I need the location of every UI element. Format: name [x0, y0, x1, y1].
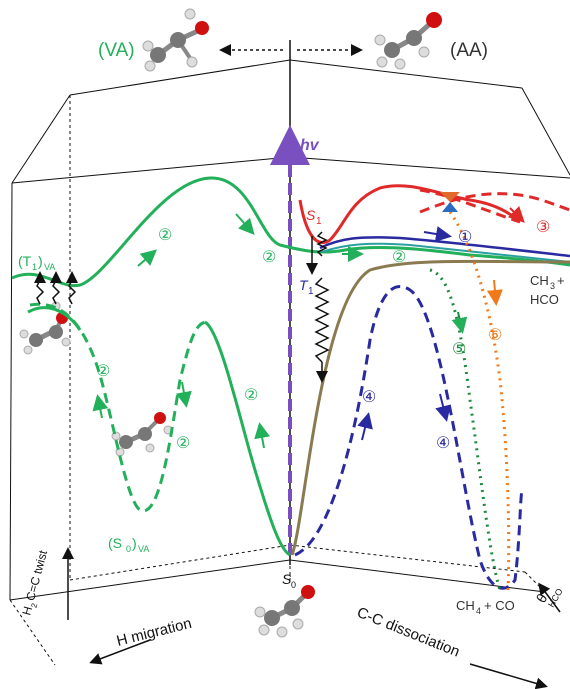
s0-va-sub: 0	[126, 544, 131, 554]
pathway-2-label-e: ②	[176, 435, 190, 452]
h-migration-label: H migration	[115, 615, 194, 650]
cc-dissociation-label: C-C dissociation	[355, 604, 463, 661]
ch4-rest: + CO	[484, 598, 515, 613]
green-dir-arrow-5	[175, 381, 192, 408]
pathway-4-label-b: ④	[436, 435, 450, 452]
blue-dir-arrow-3	[435, 393, 451, 422]
pathway-2-label-b: ②	[262, 249, 276, 266]
blue-dir-arrow-2	[357, 412, 373, 441]
orange-dotted-curve	[448, 211, 511, 591]
twist-h: H	[19, 605, 35, 617]
green-dir-arrow-4	[92, 394, 109, 419]
s1-sub: 1	[316, 216, 322, 227]
s0-label: S	[282, 571, 292, 587]
ch3-label: CH	[530, 273, 549, 288]
s1-t1-zigzag	[306, 231, 330, 383]
twist-rest: C=C twist	[23, 548, 50, 602]
t1-va-close: )	[38, 253, 43, 269]
ground-state-molecule-icon	[254, 585, 315, 638]
green-s0-solid-curve	[27, 306, 291, 557]
pathway-2-label-c: ②	[392, 249, 406, 266]
hco-label: HCO	[530, 292, 559, 307]
theta-sub: HCO	[546, 587, 565, 609]
red-s1-curve	[298, 184, 516, 244]
t1-va-subscript: VA	[44, 262, 55, 272]
t1-va-sub: 1	[32, 262, 37, 272]
green-dotted-curve	[429, 268, 502, 591]
ch3-plus: +	[557, 273, 565, 288]
s0-va-subscript: VA	[138, 544, 149, 554]
intermediate-molecule-icon	[111, 412, 173, 457]
pathway-5-label: ⑤	[452, 341, 466, 358]
pathway-4-label-a: ④	[362, 389, 376, 406]
pathway-2-label-d: ②	[96, 363, 110, 380]
twist-sub: 2	[29, 602, 39, 609]
red-arrow-3	[507, 205, 525, 223]
green-dir-arrow-6	[254, 422, 271, 449]
green-dir-arrow-7	[451, 311, 468, 334]
acetaldehyde-molecule-icon	[374, 12, 442, 70]
ch4-label: CH	[456, 598, 475, 613]
ch3-sub: 3	[550, 281, 555, 291]
t1-sub: 1	[308, 286, 314, 297]
t1-va-label: (T	[18, 253, 32, 269]
twist-axis-label: H 2 C=C twist	[19, 548, 50, 617]
va-crossing-arrows	[34, 271, 78, 305]
s0-va-close: )	[132, 535, 137, 551]
blue-dashed-curve	[294, 285, 524, 590]
h-migration-arrow	[89, 639, 151, 665]
s0-va-label: (S	[108, 535, 122, 551]
hv-label: hv	[300, 137, 320, 154]
vinyl-alcohol-molecule-icon	[142, 8, 209, 72]
va-label: (VA)	[98, 40, 135, 61]
cc-dissociation-arrow	[469, 663, 548, 689]
aa-label: (AA)	[450, 40, 488, 61]
red-dashed-cross	[419, 188, 521, 224]
s0-sub: 0	[291, 580, 296, 590]
ch4-sub: 4	[476, 606, 481, 616]
pathway-6-label: ⑥	[488, 327, 502, 344]
pathway-2-label-f: ②	[244, 387, 258, 404]
red-dashed-curve	[419, 192, 570, 214]
t1-label: T	[299, 277, 309, 293]
pathway-3-label: ③	[536, 219, 550, 236]
conical-intersection-icon	[440, 192, 460, 212]
blue-t1-curve	[319, 236, 570, 258]
green-dir-arrow-1	[137, 249, 158, 267]
green-dir-arrow-2	[235, 213, 255, 235]
pathway-1-label: ①	[458, 229, 472, 246]
teal-t1-curve	[321, 242, 570, 263]
green-s0-dashed-curve	[29, 302, 206, 513]
twisted-va-molecule-icon	[19, 301, 71, 355]
pathway-2-label-a: ②	[158, 227, 172, 244]
olive-s0-curve	[290, 259, 570, 556]
green-t1-curve	[11, 176, 570, 288]
theta-axis-arrow	[538, 582, 561, 613]
orange-dir-arrow	[486, 279, 503, 306]
s1-label: S	[306, 207, 316, 223]
blue-dir-arrow-1	[423, 226, 452, 242]
